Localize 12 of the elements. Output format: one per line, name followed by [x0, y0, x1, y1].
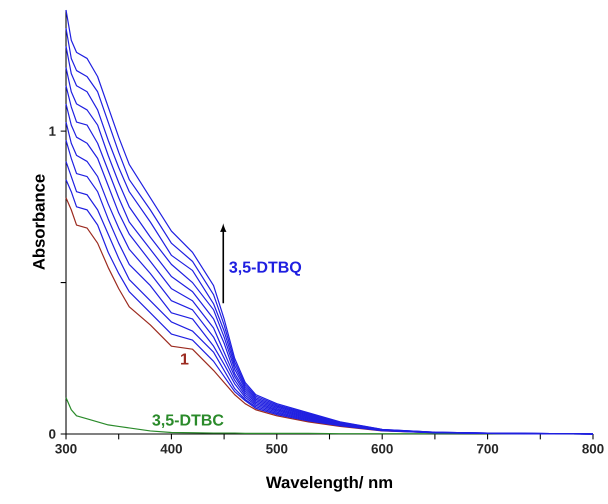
annotation: 3,5-DTBQ [229, 261, 302, 276]
x-axis-title: Wavelength/ nm [266, 476, 392, 492]
series-label: 3,5-DTBC [152, 414, 224, 428]
x-tick-label: 700 [477, 444, 498, 454]
x-tick-label: 600 [372, 444, 393, 454]
y-axis-title: Absorbance [32, 174, 45, 270]
x-tick-label: 400 [160, 444, 182, 454]
y-tick-label: 0 [49, 429, 56, 439]
x-tick-label: 800 [582, 444, 604, 454]
x-tick-label: 300 [55, 444, 77, 454]
x-tick-label: 500 [266, 444, 288, 454]
series-label: 1 [181, 353, 188, 364]
